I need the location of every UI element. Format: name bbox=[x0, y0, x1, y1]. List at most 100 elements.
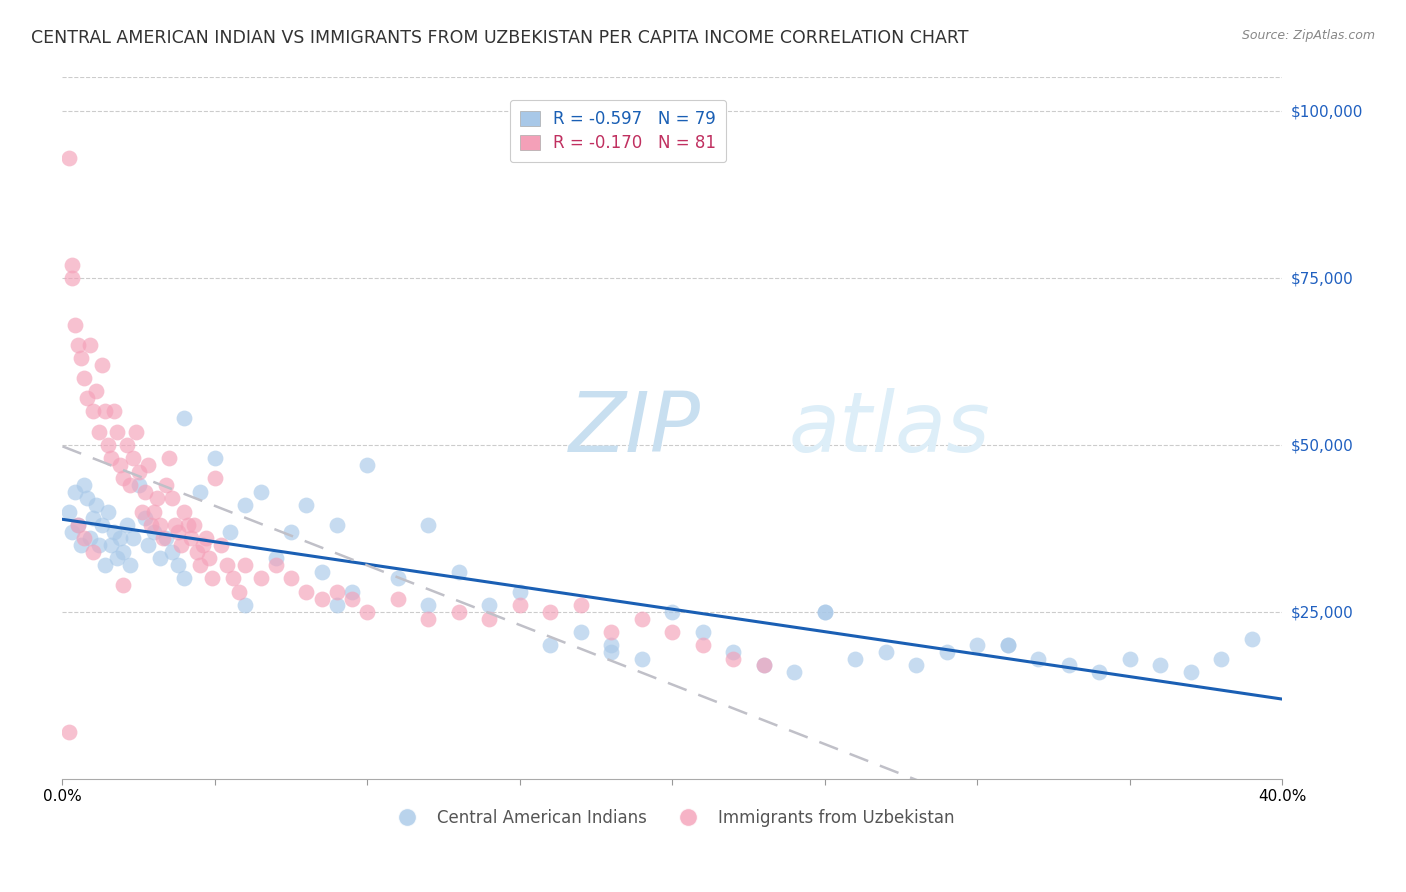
Point bbox=[76, 491, 98, 506]
Point bbox=[121, 451, 143, 466]
Point bbox=[1088, 665, 1111, 679]
Point bbox=[91, 358, 114, 372]
Point bbox=[73, 371, 96, 385]
Point bbox=[173, 572, 195, 586]
Legend: Central American Indians, Immigrants from Uzbekistan: Central American Indians, Immigrants fro… bbox=[384, 803, 962, 834]
Point bbox=[152, 532, 174, 546]
Point bbox=[167, 558, 190, 573]
Point bbox=[105, 551, 128, 566]
Point bbox=[180, 532, 202, 546]
Point bbox=[69, 538, 91, 552]
Point bbox=[183, 518, 205, 533]
Point bbox=[311, 565, 333, 579]
Point bbox=[97, 438, 120, 452]
Point bbox=[997, 638, 1019, 652]
Point bbox=[752, 658, 775, 673]
Point bbox=[136, 538, 159, 552]
Point bbox=[194, 532, 217, 546]
Point bbox=[97, 505, 120, 519]
Point bbox=[447, 565, 470, 579]
Point bbox=[1149, 658, 1171, 673]
Point bbox=[66, 518, 89, 533]
Point bbox=[73, 478, 96, 492]
Point bbox=[58, 151, 80, 165]
Point bbox=[1211, 651, 1233, 665]
Point bbox=[124, 425, 146, 439]
Point bbox=[249, 572, 271, 586]
Point bbox=[235, 598, 257, 612]
Point bbox=[87, 425, 110, 439]
Point bbox=[66, 337, 89, 351]
Point bbox=[340, 591, 363, 606]
Point bbox=[103, 404, 125, 418]
Point bbox=[966, 638, 988, 652]
Point bbox=[191, 538, 214, 552]
Point bbox=[149, 518, 172, 533]
Point bbox=[79, 532, 101, 546]
Point bbox=[356, 458, 378, 472]
Point bbox=[91, 518, 114, 533]
Point bbox=[63, 318, 86, 332]
Point bbox=[204, 451, 226, 466]
Point bbox=[752, 658, 775, 673]
Point bbox=[155, 532, 177, 546]
Point bbox=[121, 532, 143, 546]
Point bbox=[326, 518, 349, 533]
Point bbox=[217, 558, 239, 573]
Point bbox=[73, 532, 96, 546]
Point bbox=[631, 651, 654, 665]
Point bbox=[115, 438, 138, 452]
Point bbox=[228, 585, 250, 599]
Point bbox=[723, 651, 745, 665]
Point bbox=[167, 524, 190, 539]
Point bbox=[600, 624, 623, 639]
Point bbox=[264, 551, 287, 566]
Point bbox=[600, 638, 623, 652]
Point bbox=[173, 505, 195, 519]
Point bbox=[136, 458, 159, 472]
Point bbox=[569, 598, 592, 612]
Point bbox=[162, 491, 184, 506]
Point bbox=[875, 645, 897, 659]
Point bbox=[326, 598, 349, 612]
Point bbox=[112, 545, 135, 559]
Text: CENTRAL AMERICAN INDIAN VS IMMIGRANTS FROM UZBEKISTAN PER CAPITA INCOME CORRELAT: CENTRAL AMERICAN INDIAN VS IMMIGRANTS FR… bbox=[31, 29, 969, 46]
Point bbox=[356, 605, 378, 619]
Point bbox=[387, 572, 409, 586]
Point bbox=[1057, 658, 1080, 673]
Point bbox=[235, 498, 257, 512]
Point bbox=[661, 624, 683, 639]
Point bbox=[209, 538, 232, 552]
Point bbox=[326, 585, 349, 599]
Point bbox=[155, 478, 177, 492]
Point bbox=[631, 611, 654, 625]
Point bbox=[186, 545, 208, 559]
Point bbox=[222, 572, 245, 586]
Point bbox=[235, 558, 257, 573]
Point bbox=[1240, 632, 1263, 646]
Point bbox=[69, 351, 91, 365]
Point bbox=[935, 645, 957, 659]
Point bbox=[143, 505, 166, 519]
Point bbox=[60, 258, 83, 272]
Point bbox=[418, 611, 440, 625]
Point bbox=[162, 545, 184, 559]
Point bbox=[188, 558, 211, 573]
Point bbox=[58, 725, 80, 739]
Point bbox=[128, 465, 150, 479]
Point bbox=[84, 498, 107, 512]
Point bbox=[100, 451, 122, 466]
Point bbox=[103, 524, 125, 539]
Point bbox=[478, 611, 501, 625]
Point bbox=[538, 638, 561, 652]
Text: atlas: atlas bbox=[789, 388, 990, 468]
Point bbox=[692, 624, 714, 639]
Point bbox=[478, 598, 501, 612]
Point bbox=[295, 585, 318, 599]
Point bbox=[249, 484, 271, 499]
Point bbox=[84, 384, 107, 399]
Point bbox=[264, 558, 287, 573]
Point bbox=[311, 591, 333, 606]
Point bbox=[844, 651, 866, 665]
Point bbox=[418, 598, 440, 612]
